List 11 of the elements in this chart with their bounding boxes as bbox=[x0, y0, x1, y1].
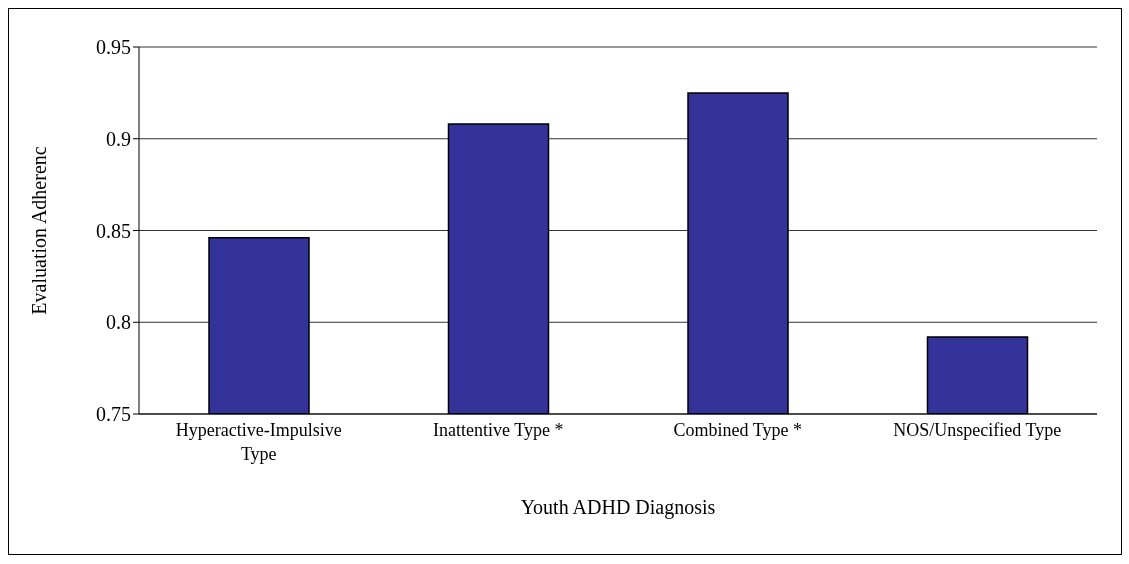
y-tick-label: 0.85 bbox=[96, 219, 131, 242]
y-tick-label: 0.75 bbox=[96, 403, 131, 426]
y-tick-label: 0.95 bbox=[96, 36, 131, 59]
x-tick-label: Inattentive Type * bbox=[433, 420, 564, 440]
y-tick-label: 0.8 bbox=[106, 311, 131, 334]
x-tick-label: Combined Type * bbox=[673, 420, 802, 440]
x-tick-label: NOS/Unspecified Type bbox=[893, 420, 1062, 440]
x-tick-label: Hyperactive-Impulsive Type bbox=[175, 420, 342, 464]
y-axis-title: Evaluation Adherenc bbox=[28, 146, 51, 315]
y-tick-label: 0.9 bbox=[106, 127, 131, 150]
x-axis-title: Youth ADHD Diagnosis bbox=[520, 496, 716, 519]
